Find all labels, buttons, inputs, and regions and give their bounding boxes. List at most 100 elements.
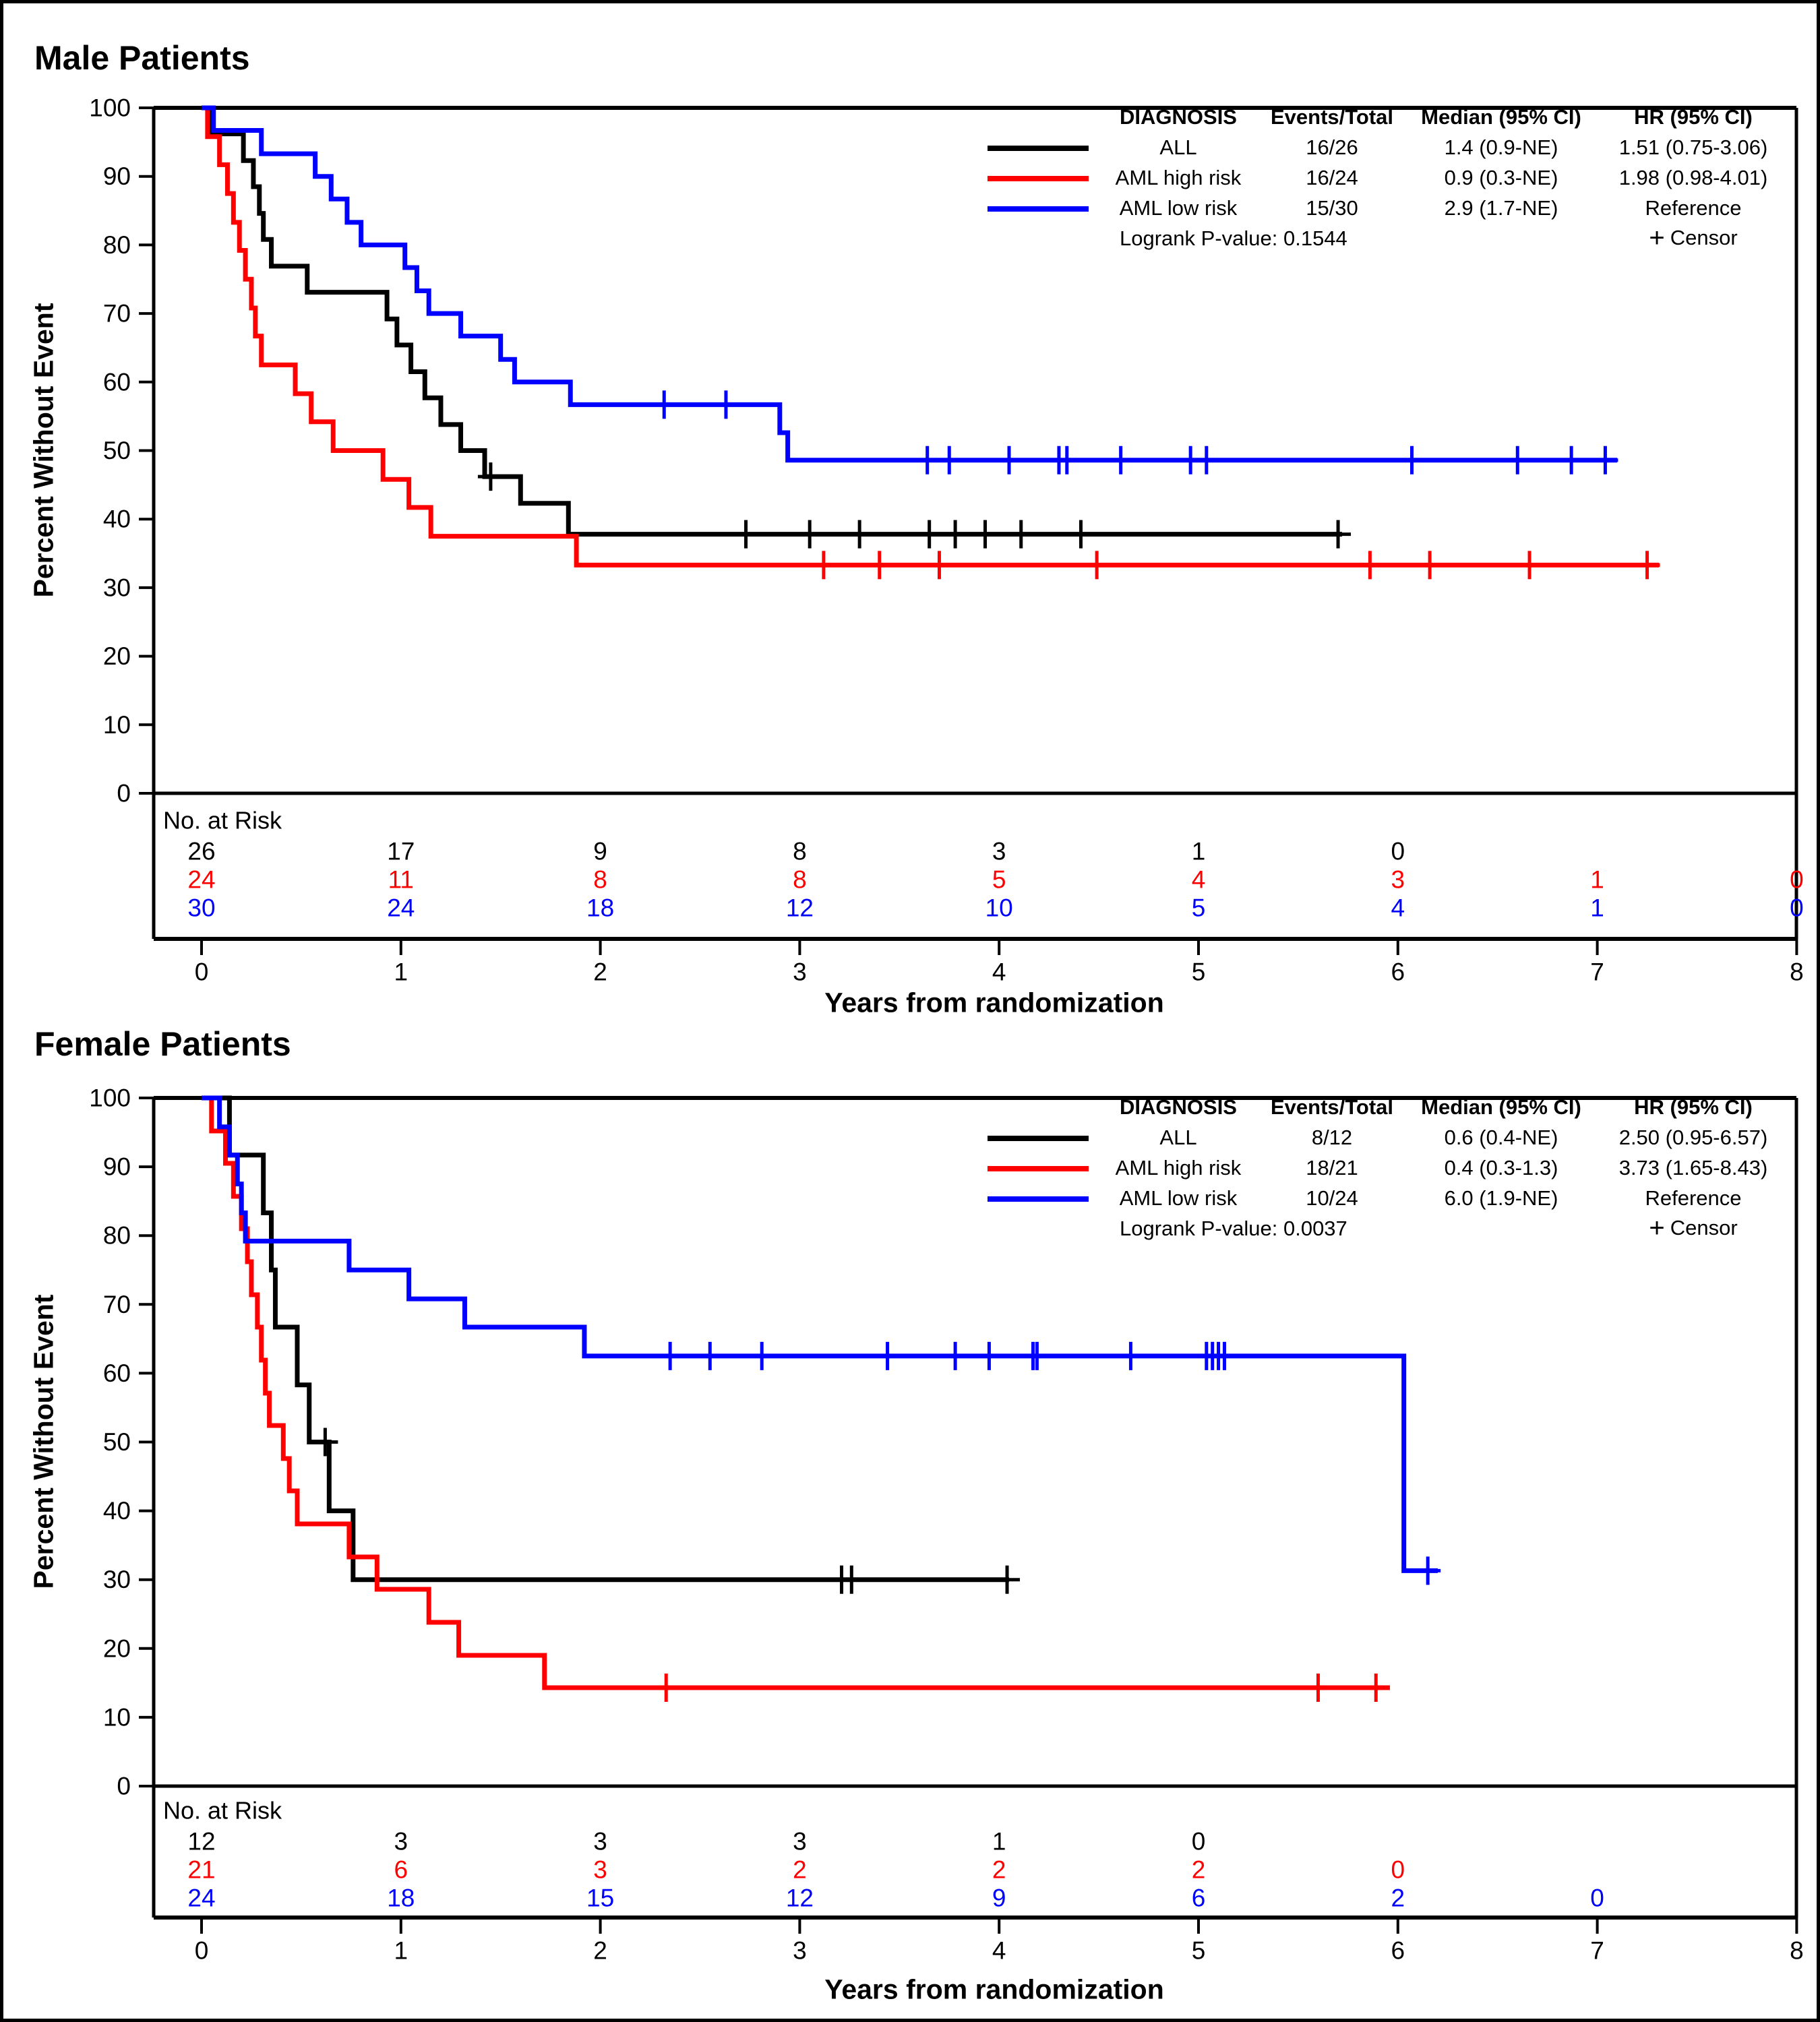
at-risk-count: 8 [793, 838, 807, 865]
y-tick-label: 0 [117, 1773, 131, 1800]
x-tick-label: 1 [394, 1937, 408, 1965]
legend-events-total: 16/26 [1306, 135, 1358, 159]
series-color-swatch [988, 206, 1089, 212]
at-risk-count: 0 [1391, 1856, 1405, 1884]
x-tick-label: 2 [593, 1937, 607, 1965]
at-risk-count: 2 [992, 1856, 1006, 1884]
logrank-pvalue: Logrank P-value: 0.0037 [1120, 1216, 1347, 1240]
at-risk-count: 4 [1391, 894, 1405, 922]
male-panel-title: Male Patients [34, 39, 250, 77]
at-risk-count: 26 [187, 838, 215, 865]
legend-hr: Reference [1645, 195, 1742, 220]
legend-footer-row: Logrank P-value: 0.0037 + Censor [981, 1213, 1787, 1244]
legend-swatch-cell [981, 1153, 1095, 1183]
x-tick-label: 6 [1391, 1937, 1405, 1965]
legend-row: AML high risk 16/24 0.9 (0.3-NE) 1.98 (0.98… [981, 162, 1787, 193]
y-tick-label: 100 [89, 1084, 131, 1112]
legend-header-spacer [981, 1092, 1095, 1122]
y-tick-label: 80 [103, 1222, 131, 1250]
censor-label: Censor [1670, 226, 1738, 249]
legend-hr: 1.51 (0.75-3.06) [1618, 135, 1768, 159]
x-tick-label: 4 [992, 1937, 1006, 1965]
legend-swatch-cell [981, 132, 1095, 162]
at-risk-count: 5 [1192, 894, 1206, 922]
censor-legend: + Censor [1600, 1213, 1787, 1244]
legend-events-total: 15/30 [1306, 195, 1358, 220]
legend-header-events: Events/Total [1270, 1095, 1394, 1119]
x-tick-label: 5 [1192, 958, 1206, 986]
at-risk-count: 6 [394, 1856, 408, 1884]
legend-median: 1.4 (0.9-NE) [1444, 135, 1558, 159]
x-tick-label: 7 [1590, 1937, 1604, 1965]
km-curve [202, 1095, 1009, 1583]
y-tick-label: 60 [103, 1359, 131, 1387]
legend-events-total: 10/24 [1306, 1186, 1358, 1210]
legend-diagnosis: ALL [1159, 1125, 1197, 1149]
legend-swatch-cell [981, 1183, 1095, 1213]
x-tick-label: 0 [195, 958, 209, 986]
x-tick-label: 2 [593, 958, 607, 986]
legend-header-diagnosis: DIAGNOSIS [1120, 1095, 1237, 1119]
x-tick-label: 0 [195, 1937, 209, 1965]
legend-events-total: 18/21 [1306, 1155, 1358, 1180]
at-risk-count: 18 [586, 894, 614, 922]
y-tick-label: 10 [103, 711, 131, 739]
y-tick-label: 10 [103, 1703, 131, 1731]
legend-median: 6.0 (1.9-NE) [1444, 1186, 1558, 1210]
at-risk-count: 12 [786, 894, 814, 922]
at-risk-count: 5 [992, 866, 1006, 894]
legend-hr: 1.98 (0.98-4.01) [1618, 165, 1768, 189]
series-color-swatch [988, 176, 1089, 182]
x-tick-label: 7 [1590, 958, 1604, 986]
male-x-axis-label: Years from randomization [824, 987, 1164, 1018]
km-curve [202, 1095, 1390, 1690]
legend-median: 0.9 (0.3-NE) [1444, 165, 1558, 189]
y-tick-label: 0 [117, 780, 131, 807]
legend-header-diagnosis: DIAGNOSIS [1120, 104, 1237, 129]
legend-events-total: 8/12 [1311, 1125, 1353, 1149]
at-risk-count: 8 [793, 866, 807, 894]
at-risk-count: 9 [593, 838, 607, 865]
y-tick-label: 70 [103, 1291, 131, 1318]
y-tick-label: 100 [89, 94, 131, 122]
y-tick-label: 50 [103, 1428, 131, 1456]
legend-diagnosis: ALL [1159, 135, 1197, 159]
legend-swatch-cell [981, 162, 1095, 193]
at-risk-count: 17 [387, 838, 415, 865]
female-y-axis-label: Percent Without Event [28, 1294, 59, 1589]
at-risk-count: 21 [187, 1856, 215, 1884]
censor-legend: + Censor [1600, 223, 1787, 253]
y-tick-label: 80 [103, 231, 131, 259]
y-tick-label: 90 [103, 1153, 131, 1181]
logrank-pvalue: Logrank P-value: 0.1544 [1120, 226, 1347, 250]
at-risk-count: 3 [1391, 866, 1405, 894]
x-tick-label: 1 [394, 958, 408, 986]
legend-footer-spacer [981, 223, 1095, 253]
legend-diagnosis: AML low risk [1119, 195, 1238, 220]
at-risk-count: 2 [1192, 1856, 1206, 1884]
at-risk-count: 1 [1192, 838, 1206, 865]
y-tick-label: 50 [103, 437, 131, 464]
censor-plus-icon: + [1649, 223, 1665, 253]
y-tick-label: 30 [103, 1566, 131, 1593]
x-tick-label: 8 [1790, 1937, 1804, 1965]
at-risk-count: 1 [1590, 866, 1604, 894]
km-curve [202, 105, 1342, 537]
at-risk-count: 30 [187, 894, 215, 922]
legend-row: AML high risk 18/21 0.4 (0.3-1.3) 3.73 (1.6… [981, 1153, 1787, 1183]
km-curve [202, 105, 1660, 568]
legend-median: 0.4 (0.3-1.3) [1444, 1155, 1558, 1180]
legend-hr: 2.50 (0.95-6.57) [1618, 1125, 1768, 1149]
at-risk-label: No. at Risk [163, 1797, 282, 1825]
legend-row: ALL 16/26 1.4 (0.9-NE) 1.51 (0.75-3.06) [981, 132, 1787, 162]
at-risk-count: 2 [793, 1856, 807, 1884]
legend-diagnosis: AML high risk [1115, 165, 1242, 189]
at-risk-count: 15 [586, 1885, 614, 1912]
x-tick-label: 6 [1391, 958, 1405, 986]
at-risk-count: 10 [985, 894, 1013, 922]
legend-diagnosis: AML low risk [1119, 1186, 1238, 1210]
legend-hr: Reference [1645, 1186, 1742, 1210]
legend-header-spacer [981, 102, 1095, 132]
